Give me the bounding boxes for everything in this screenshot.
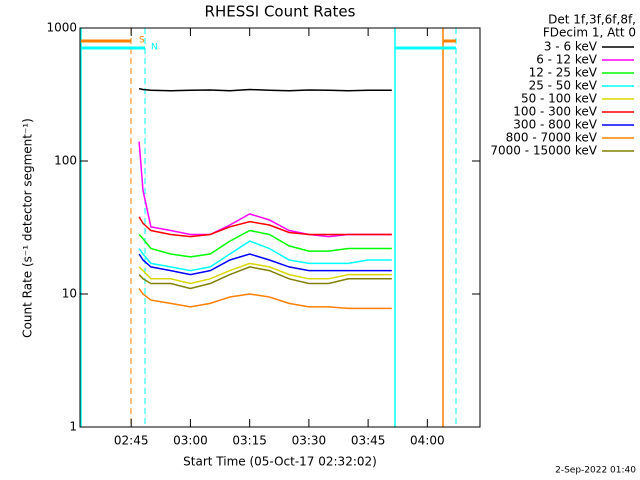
y-axis-label: Count Rate (s⁻¹ detector segment⁻¹) [21, 118, 35, 338]
series-line [138, 266, 392, 290]
legend-label: 100 - 300 keV [513, 105, 597, 119]
x-tick-label: 03:15 [232, 434, 267, 448]
legend-label: 6 - 12 keV [536, 53, 598, 67]
state-markers: S N [80, 28, 457, 427]
legend-label: 3 - 6 keV [544, 40, 598, 54]
y-tick-label: 100 [54, 154, 77, 168]
legend-label: 800 - 7000 keV [506, 131, 598, 145]
series-line [138, 262, 392, 285]
series-line [138, 87, 392, 92]
x-tick-label: 03:00 [173, 434, 208, 448]
legend-label: 7000 - 15000 keV [490, 144, 597, 158]
legend-label: 12 - 25 keV [529, 66, 598, 80]
annotation: N [151, 43, 158, 53]
y-tick-label: 1000 [46, 21, 77, 35]
footer: 2-Sep-2022 01:40 [555, 466, 636, 476]
chart-title: RHESSI Count Rates [205, 3, 356, 21]
series-line [138, 253, 392, 276]
legend-label: 25 - 50 keV [529, 79, 598, 93]
x-tick-label: 04:00 [410, 434, 445, 448]
legend-header: FDecim 1, Att 0 [543, 26, 636, 40]
y-tick-label: 1 [69, 420, 77, 434]
legend-label: 300 - 800 keV [513, 118, 597, 132]
x-axis-label: Start Time (05-Oct-17 02:32:02) [183, 455, 377, 469]
x-tick-label: 02:45 [114, 434, 149, 448]
series-line [138, 216, 392, 238]
annotation: S [139, 36, 145, 46]
series-line [138, 229, 392, 258]
legend-label: 50 - 100 keV [521, 92, 598, 106]
legend-header: Det 1f,3f,6f,8f, [548, 13, 636, 27]
x-tick-label: 03:30 [292, 434, 327, 448]
series-line [138, 288, 392, 310]
plot-frame [79, 27, 481, 428]
series-line [138, 240, 392, 272]
x-tick-label: 03:45 [351, 434, 386, 448]
y-tick-label: 10 [62, 287, 77, 301]
